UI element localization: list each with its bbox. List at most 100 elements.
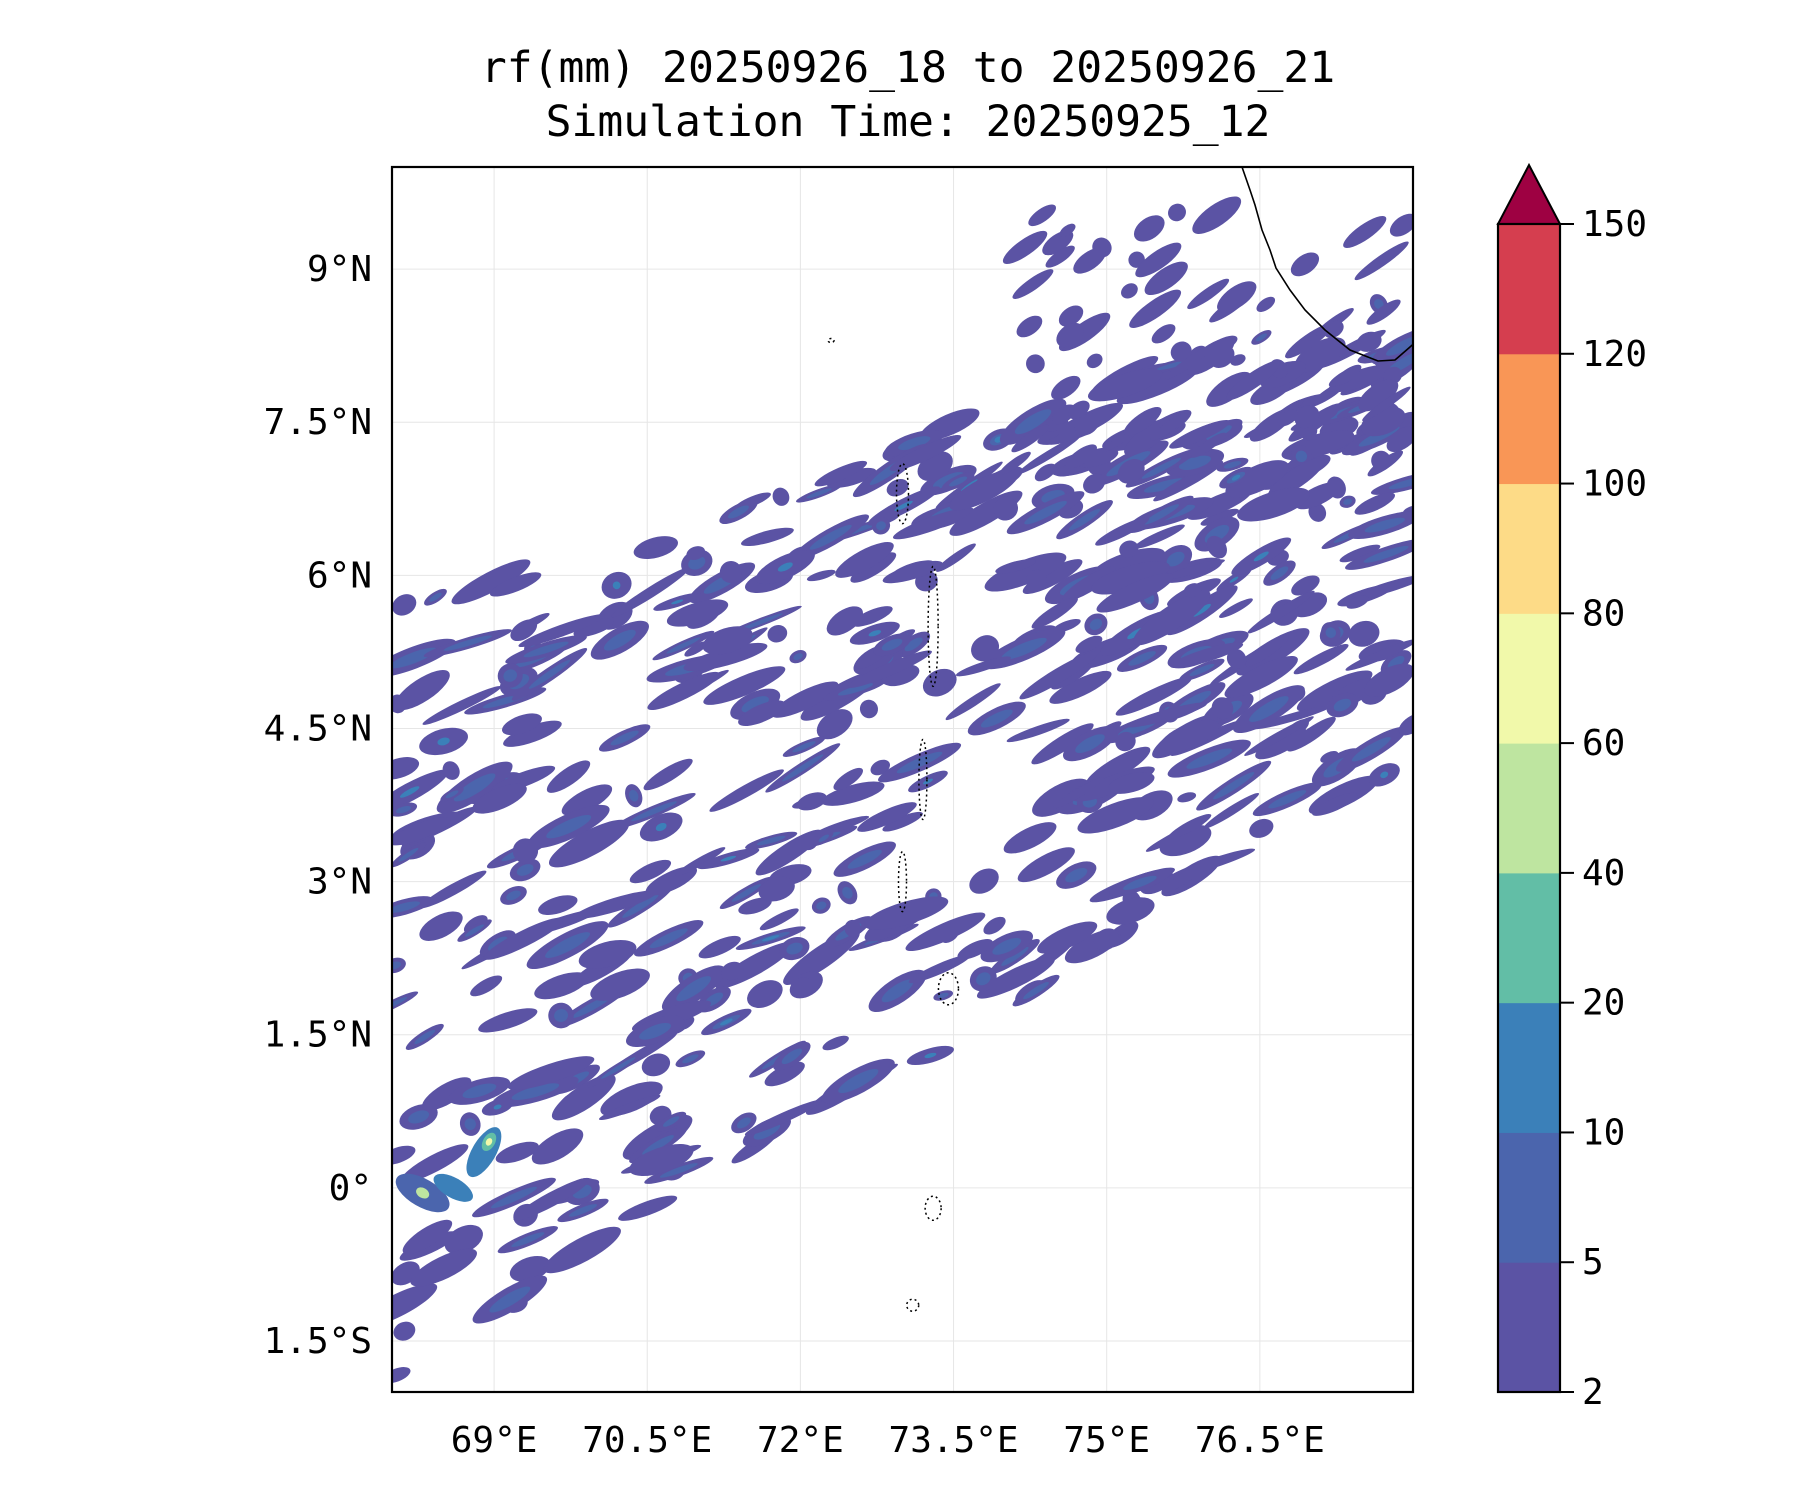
rain-contour-5-10mm: [842, 886, 853, 899]
rain-contour-2-5mm: [772, 487, 790, 506]
rain-contour-2-5mm: [1225, 460, 1289, 498]
rain-contour-2-5mm: [1031, 597, 1078, 629]
rain-contour-2-5mm: [392, 816, 451, 846]
rain-contour-5-10mm: [898, 436, 931, 451]
colorbar-tick-label: 100: [1582, 464, 1647, 505]
rain-contour-2-5mm: [1245, 635, 1289, 667]
rain-contour-2-5mm: [767, 625, 788, 643]
rain-contour-5-10mm: [489, 1286, 531, 1313]
rain-contour-2-5mm: [402, 1219, 453, 1255]
island-outline: [937, 972, 960, 1006]
rain-contour-2-5mm: [518, 614, 605, 648]
rain-contour-5-10mm: [896, 751, 943, 774]
rain-contour-2-5mm: [1339, 544, 1381, 563]
rain-contour-5-10mm: [1123, 875, 1157, 891]
rain-contour-2-5mm: [1083, 473, 1106, 494]
colorbar-tick-label: 80: [1582, 593, 1625, 634]
rain-contour-5-10mm: [1023, 981, 1049, 1000]
rain-contour-5-10mm: [786, 942, 803, 955]
colorbar-segment: [1498, 224, 1560, 355]
colorbar-tick-label: 2: [1582, 1372, 1604, 1413]
rain-contour-10-20mm: [720, 1018, 733, 1026]
rain-contour-2-5mm: [1226, 360, 1281, 401]
rain-contour-2-5mm: [945, 683, 1001, 721]
rain-contour-10-20mm: [655, 822, 667, 832]
rain-contour-5-10mm: [1325, 627, 1337, 638]
rain-contour-2-5mm: [394, 670, 450, 711]
rain-contour-10-20mm: [1231, 474, 1241, 481]
rain-contour-5-10mm: [629, 789, 639, 802]
rain-contour-5-10mm: [1024, 500, 1067, 525]
rain-contour-2-5mm: [600, 1081, 663, 1117]
rain-contour-2-5mm: [1115, 676, 1192, 716]
rain-contour-5-10mm: [631, 801, 677, 822]
rain-contour-5-10mm: [465, 924, 485, 937]
rain-contour-5-10mm: [398, 847, 419, 862]
rain-contour-2-5mm: [1075, 635, 1103, 654]
rain-contour-5-10mm: [1143, 478, 1186, 493]
rain-contour-2-5mm: [1026, 354, 1045, 374]
colorbar-tick-label: 20: [1582, 983, 1625, 1024]
rain-contour-10-20mm: [761, 935, 780, 942]
rain-contour-2-5mm: [1037, 921, 1098, 954]
rain-contour-2-5mm: [1294, 405, 1320, 429]
rain-contour-2-5mm: [1129, 289, 1182, 329]
rain-contour-2-5mm: [392, 757, 420, 780]
rain-contour-2-5mm: [489, 572, 542, 597]
rain-contour-2-5mm: [1290, 252, 1320, 277]
island-outline: [924, 1195, 942, 1221]
colorbar-tick-label: 150: [1582, 204, 1647, 245]
rain-contour-2-5mm: [1185, 337, 1235, 376]
rain-contour-5-10mm: [392, 901, 421, 913]
rain-contour-2-5mm: [1287, 716, 1336, 752]
rain-contour-5-10mm: [490, 1186, 538, 1209]
rain-contour-5-10mm: [464, 1118, 476, 1131]
rain-contour-5-10mm: [554, 1009, 568, 1022]
rain-contour-2-5mm: [1144, 261, 1188, 296]
colorbar-segment: [1498, 1002, 1560, 1133]
rain-contour-5-10mm: [1186, 748, 1233, 769]
rain-contour-2-5mm: [1065, 444, 1097, 469]
rain-contour-5-10mm: [1089, 618, 1103, 630]
rain-contour-5-10mm: [781, 1048, 803, 1065]
rain-contour-2-5mm: [721, 961, 744, 981]
rain-contour-5-10mm: [756, 835, 786, 846]
y-axis: 1.5°S 0° 1.5°N 3°N 4.5°N 6°N 7.5°N 9°N: [264, 249, 372, 1362]
rain-contour-2-5mm: [755, 829, 822, 876]
rain-contour-2-5mm: [686, 546, 706, 560]
rain-contour-2-5mm: [1132, 590, 1211, 646]
rain-contour-2-5mm: [1191, 432, 1226, 458]
rain-contour-2-5mm: [1256, 296, 1276, 312]
rain-contour-2-5mm: [393, 1321, 416, 1341]
rain-contour-2-5mm: [495, 1141, 539, 1164]
rain-contour-5-10mm: [546, 814, 592, 839]
rain-contour-2-5mm: [1017, 435, 1081, 475]
rain-contour-2-5mm: [971, 635, 1000, 662]
rain-contour-5-10mm: [1206, 425, 1232, 441]
rain-contour-5-10mm: [876, 521, 886, 531]
rain-contour-2-5mm: [422, 1077, 472, 1111]
rain-contour-2-5mm: [392, 594, 417, 616]
rain-contour-2-5mm: [392, 1367, 411, 1384]
rain-contour-2-5mm: [401, 1144, 469, 1183]
rain-contour-5-10mm: [568, 1204, 598, 1217]
rain-contour-2-5mm: [847, 650, 932, 688]
island-outline: [918, 738, 928, 821]
y-tick-label: 6°N: [307, 555, 372, 596]
colorbar-segment: [1498, 872, 1560, 1004]
rain-contour-5-10mm: [445, 790, 459, 799]
rain-contour-2-5mm: [531, 1128, 584, 1165]
rain-contour-2-5mm: [738, 897, 772, 915]
rain-contour-peak: [485, 1138, 493, 1146]
colorbar-segment: [1498, 353, 1560, 485]
rain-contour-2-5mm: [1087, 368, 1163, 402]
colorbar-segment: [1498, 1262, 1560, 1393]
rain-contour-2-5mm: [1312, 792, 1358, 816]
rain-contour-2-5mm: [1343, 215, 1387, 249]
rain-contour-2-5mm: [1328, 364, 1391, 393]
rain-contour-5-10mm: [1143, 504, 1180, 525]
rain-contour-10-20mm: [1229, 576, 1239, 583]
rain-contour-2-5mm: [758, 876, 795, 902]
rain-contour-2-5mm: [1159, 719, 1219, 753]
rain-contour-2-5mm: [709, 769, 784, 812]
